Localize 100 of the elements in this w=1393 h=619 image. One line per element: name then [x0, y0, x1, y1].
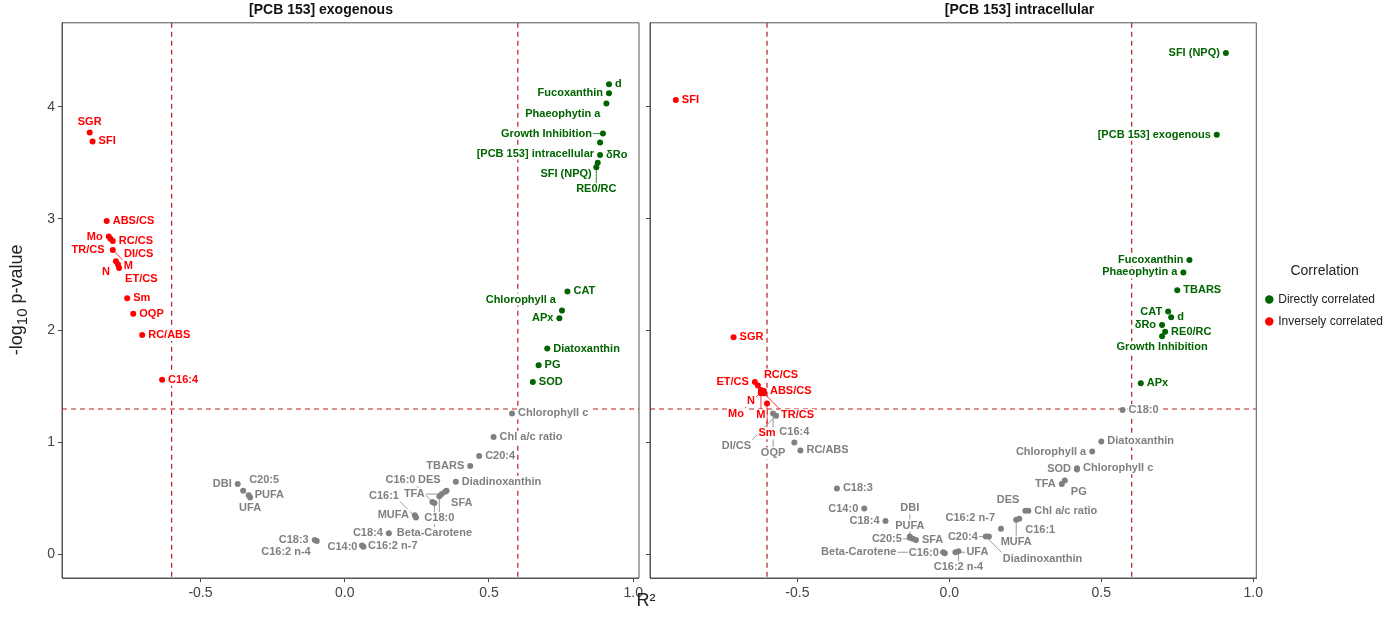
- data-label: C14:0: [327, 539, 358, 552]
- data-label: C18:3: [842, 481, 873, 494]
- data-label: Diatoxanthin: [1107, 434, 1175, 447]
- chart-title: [PCB 153] exogenous: [249, 1, 394, 18]
- data-label: d: [1177, 310, 1184, 323]
- data-label: PG: [1070, 484, 1087, 497]
- x-tick-label: 0.0: [939, 584, 960, 601]
- data-label: SGR: [77, 114, 102, 127]
- data-label: C18:4: [352, 526, 384, 539]
- data-label: C20:5: [249, 472, 280, 485]
- data-label: C16:1: [369, 488, 399, 501]
- legend-label: Directly correlated: [1278, 291, 1375, 306]
- data-label: C18:0: [424, 511, 455, 524]
- data-label: TFA: [1035, 477, 1056, 490]
- data-label: RC/CS: [763, 367, 799, 380]
- data-label: ET/CS: [125, 271, 158, 284]
- y-tick-label: 1: [47, 433, 56, 450]
- y-tick-label: 2: [47, 321, 56, 338]
- data-label: RE0/RC: [576, 182, 617, 195]
- data-label: Chlorophyll a: [1015, 444, 1088, 457]
- chart-title: [PCB 153] intracellular: [944, 1, 1095, 18]
- data-label: APx: [1146, 376, 1170, 389]
- data-label: Mo: [728, 407, 745, 420]
- data-label: Chl a/c ratio: [1034, 503, 1098, 516]
- x-tick-label: 0.5: [479, 584, 499, 601]
- x-tick-label: 0.0: [335, 584, 355, 601]
- data-label: C16:2 n-4: [261, 545, 312, 558]
- data-label: Chlorophyll c: [518, 406, 589, 419]
- data-label: C16:4: [779, 424, 811, 437]
- data-label: C20:4: [947, 529, 979, 542]
- data-label: CAT: [1140, 304, 1163, 317]
- legend-title: Correlation: [1290, 262, 1359, 279]
- data-label: CAT: [573, 284, 596, 297]
- legend-label: Inversely correlated: [1278, 313, 1384, 328]
- data-label: Diatoxanthin: [553, 341, 621, 354]
- data-label: C18:3: [278, 532, 309, 545]
- x-tick-label: -0.5: [785, 584, 810, 601]
- x-tick-label: -0.5: [188, 584, 213, 601]
- data-label: δRo: [1134, 318, 1157, 331]
- data-label: DES: [996, 492, 1020, 505]
- x-tick-label: 0.5: [1091, 584, 1112, 601]
- data-label: C16:1: [1025, 522, 1056, 535]
- data-label: Chlorophyll a: [485, 292, 557, 305]
- data-label: M: [123, 259, 133, 272]
- data-label: C16:0: [908, 546, 939, 559]
- data-label: d: [614, 77, 622, 90]
- data-label: Growth Inhibition: [500, 126, 593, 139]
- y-tick-label: 0: [47, 545, 56, 562]
- data-label: RC/CS: [118, 234, 154, 247]
- data-label: TBARS: [1183, 283, 1222, 296]
- data-label: Phaeophytin a: [1102, 265, 1179, 278]
- data-label: TR/CS: [71, 242, 105, 255]
- data-label: Diadinoxanthin: [461, 474, 542, 487]
- data-label: Phaeophytin a: [525, 107, 602, 120]
- x-tick-label: 1.0: [1243, 584, 1264, 601]
- data-label: M: [756, 408, 766, 421]
- data-label: C18:4: [849, 513, 881, 526]
- data-label: C16:2 n-4: [933, 560, 985, 573]
- data-label: DI/CS: [123, 246, 154, 259]
- data-label: Mo: [86, 229, 104, 242]
- data-label: Diadinoxanthin: [1002, 551, 1083, 564]
- data-label: ET/CS: [716, 375, 749, 388]
- data-label: UFA: [239, 501, 262, 514]
- data-label: RC/ABS: [806, 443, 849, 456]
- data-label: SFI (NPQ): [540, 166, 593, 179]
- data-label: N: [102, 265, 110, 278]
- data-label: δRo: [606, 147, 628, 160]
- data-label: [PCB 153] intracellular: [476, 146, 595, 159]
- data-label: C16:2 n-7: [368, 538, 418, 551]
- data-label: Chl a/c ratio: [499, 429, 563, 442]
- data-label: C20:4: [485, 449, 517, 462]
- data-label: C16:0: [385, 472, 416, 485]
- data-label: SOD: [1047, 462, 1072, 475]
- data-label: OQP: [139, 306, 164, 319]
- data-label: Sm: [133, 291, 151, 304]
- data-label: PG: [544, 358, 561, 371]
- y-tick-label: 3: [47, 209, 56, 226]
- data-label: SOD: [538, 375, 563, 388]
- data-label: SFA: [451, 495, 473, 508]
- data-label: Growth Inhibition: [1116, 340, 1208, 353]
- y-tick-label: 4: [47, 97, 56, 114]
- data-label: C20:5: [871, 531, 902, 544]
- data-label: PUFA: [254, 488, 285, 501]
- data-label: ABS/CS: [769, 384, 812, 397]
- data-label: C18:0: [1128, 403, 1159, 416]
- data-label: Chlorophyll c: [1082, 461, 1154, 474]
- data-label: UFA: [966, 545, 989, 558]
- data-label: RC/ABS: [148, 328, 191, 341]
- data-label: Fucoxanthin: [537, 86, 604, 99]
- data-label: DBI: [212, 477, 232, 490]
- data-label: C14:0: [828, 501, 859, 514]
- data-label: C16:4: [168, 372, 199, 385]
- data-label: TR/CS: [780, 408, 814, 421]
- data-label: Beta-Carotene: [396, 526, 473, 539]
- data-label: Beta-Carotene: [821, 545, 897, 558]
- data-label: Fucoxanthin: [1118, 253, 1184, 266]
- data-label: OQP: [760, 446, 786, 459]
- data-label: SFI (NPQ): [1168, 46, 1221, 59]
- data-label: ABS/CS: [112, 213, 155, 226]
- data-label: TFA: [403, 487, 425, 500]
